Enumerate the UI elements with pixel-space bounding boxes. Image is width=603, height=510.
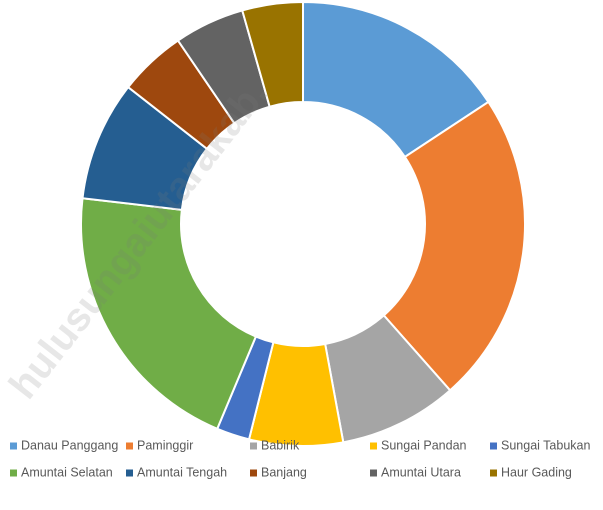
legend-swatch <box>250 442 257 450</box>
legend-label: Amuntai Selatan <box>21 465 113 479</box>
donut-slice <box>382 100 526 392</box>
legend-swatch <box>126 442 133 450</box>
legend-label: Amuntai Tengah <box>137 465 227 479</box>
legend-swatch <box>10 442 17 450</box>
legend-label: Amuntai Utara <box>381 465 461 479</box>
legend-label: Sungai Pandan <box>381 438 467 452</box>
legend-swatch <box>250 469 257 477</box>
legend-label: Sungai Tabukan <box>501 438 590 452</box>
legend-swatch <box>370 469 377 477</box>
legend-label: Paminggir <box>137 438 193 452</box>
donut-slice <box>80 197 258 431</box>
legend-swatch <box>490 442 497 450</box>
legend-swatch <box>126 469 133 477</box>
legend-label: Danau Panggang <box>21 438 118 452</box>
legend-label: Haur Gading <box>501 465 572 479</box>
donut-slice <box>241 0 304 108</box>
legend-label: Babirik <box>261 438 300 452</box>
legend-swatch <box>490 469 497 477</box>
donut <box>80 0 526 447</box>
legend-swatch <box>370 442 377 450</box>
legend-swatch <box>10 469 17 477</box>
legend-label: Banjang <box>261 465 307 479</box>
